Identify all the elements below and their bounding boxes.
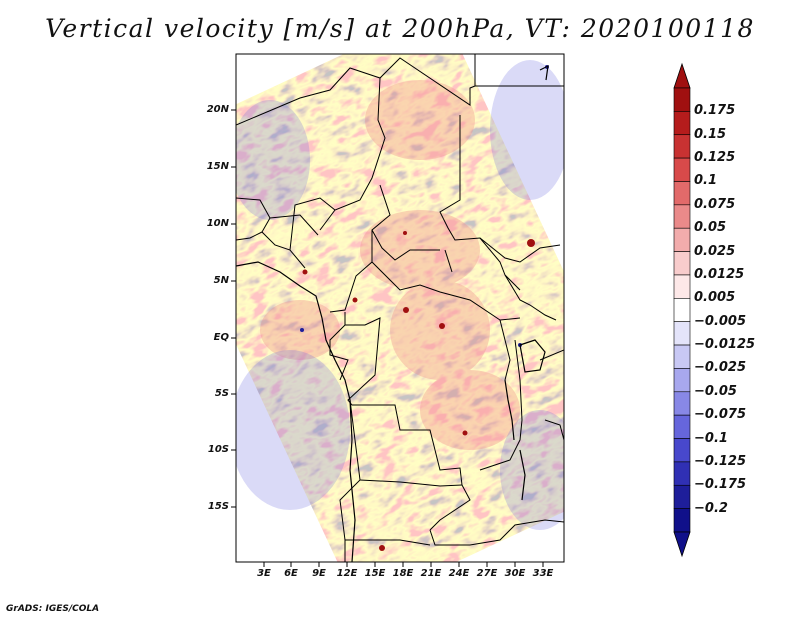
- colorbar-label: −0.175: [694, 477, 747, 493]
- colorbar-label: 0.005: [694, 290, 736, 306]
- lat-label-5n: 5N: [213, 275, 229, 286]
- colorbar-label: 0.1: [694, 173, 718, 189]
- colorbar-label: −0.025: [694, 360, 747, 376]
- lon-ticks: [263, 562, 544, 567]
- colorbar-label: 0.025: [694, 243, 736, 259]
- colorbar-label: 0.05: [694, 220, 727, 236]
- colorbar-swatch: [673, 344, 691, 369]
- colorbar-swatch: [673, 414, 691, 439]
- country-borders: [236, 54, 564, 562]
- lat-label-eq: EQ: [213, 332, 229, 343]
- colorbar-swatch: [673, 461, 691, 486]
- colorbar-swatch: [673, 508, 691, 533]
- colorbar-swatch: [673, 87, 691, 112]
- colorbar-swatch: [673, 157, 691, 182]
- colorbar-swatch: [673, 368, 691, 393]
- lakes: [504, 64, 549, 501]
- map-title: Vertical velocity [m/s] at 200hPa, VT: 2…: [45, 14, 755, 43]
- lat-label-5s: 5S: [214, 388, 229, 399]
- colorbar-swatch: [673, 274, 691, 299]
- colorbar-top-arrow: [673, 62, 691, 89]
- colorbar-swatch: [673, 181, 691, 206]
- lon-label-30e: 30E: [504, 568, 526, 579]
- colorbar: [673, 62, 691, 558]
- lat-ticks: [231, 109, 236, 508]
- lon-label-27e: 27E: [476, 568, 498, 579]
- credit-text: GrADS: IGES/COLA: [6, 604, 100, 614]
- lon-label-21e: 21E: [420, 568, 442, 579]
- map-frame: [235, 53, 565, 563]
- colorbar-swatch: [673, 251, 691, 276]
- colorbar-swatch: [673, 298, 691, 322]
- lat-label-15s: 15S: [207, 501, 229, 512]
- colorbar-swatch: [673, 438, 691, 463]
- colorbar-label: 0.075: [694, 196, 736, 212]
- lon-label-6e: 6E: [284, 568, 298, 579]
- colorbar-label: 0.0125: [694, 266, 745, 282]
- colorbar-swatch: [673, 321, 691, 346]
- coastline: [236, 261, 356, 562]
- lon-label-9e: 9E: [312, 568, 326, 579]
- colorbar-label: −0.005: [694, 313, 747, 329]
- lon-label-3e: 3E: [257, 568, 271, 579]
- colorbar-label: 0.175: [694, 103, 736, 119]
- colorbar-label: −0.05: [694, 383, 737, 399]
- lon-label-12e: 12E: [336, 568, 358, 579]
- lat-label-10n: 10N: [206, 218, 229, 229]
- lon-label-18e: 18E: [392, 568, 414, 579]
- colorbar-label: −0.125: [694, 453, 747, 469]
- lon-label-15e: 15E: [364, 568, 386, 579]
- colorbar-swatch: [673, 227, 691, 252]
- lat-label-15n: 15N: [206, 161, 229, 172]
- colorbar-label: −0.0125: [694, 337, 756, 353]
- colorbar-swatch: [673, 204, 691, 229]
- velocity-field: [236, 54, 564, 562]
- colorbar-label: 0.125: [694, 150, 736, 166]
- colorbar-label: −0.075: [694, 407, 747, 423]
- lon-label-24e: 24E: [448, 568, 470, 579]
- colorbar-label: −0.2: [694, 500, 728, 516]
- colorbar-swatch: [673, 391, 691, 416]
- colorbar-swatch: [673, 484, 691, 509]
- lat-label-20n: 20N: [206, 104, 229, 115]
- colorbar-swatch: [673, 134, 691, 159]
- lat-label-10s: 10S: [207, 444, 229, 455]
- lon-label-33e: 33E: [532, 568, 554, 579]
- colorbar-bottom-arrow: [673, 531, 691, 558]
- colorbar-label: −0.1: [694, 430, 728, 446]
- colorbar-swatch: [673, 111, 691, 136]
- colorbar-label: 0.15: [694, 126, 727, 142]
